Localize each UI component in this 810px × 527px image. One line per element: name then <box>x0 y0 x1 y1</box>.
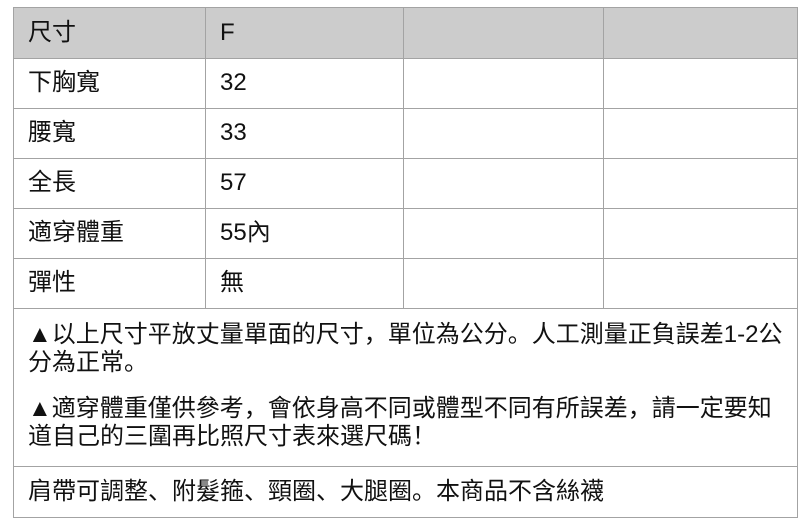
measurement-value: 33 <box>205 108 404 159</box>
header-cell-empty-2 <box>603 7 798 59</box>
measurement-label: 下胸寬 <box>13 58 206 109</box>
table-row-waist: 腰寬 33 <box>13 108 798 159</box>
empty-cell <box>403 58 604 109</box>
measurement-label: 彈性 <box>13 258 206 309</box>
empty-cell <box>403 158 604 209</box>
empty-cell <box>403 208 604 259</box>
notes-cell: ▲以上尺寸平放丈量單面的尺寸，單位為公分。人工測量正負誤差1-2公分為正常。 ▲… <box>13 308 798 467</box>
empty-cell <box>403 258 604 309</box>
table-row-underbust: 下胸寬 32 <box>13 58 798 109</box>
footer-note-cell: 肩帶可調整、附髮箍、頸圈、大腿圈。本商品不含絲襪 <box>13 466 798 518</box>
measurement-label: 腰寬 <box>13 108 206 159</box>
empty-cell <box>603 108 798 159</box>
size-chart-header-row: 尺寸 F <box>13 7 798 59</box>
table-row-fit-weight: 適穿體重 55內 <box>13 208 798 259</box>
measurement-value: 57 <box>205 158 404 209</box>
note-weight-reference: ▲適穿體重僅供參考，會依身高不同或體型不同有所誤差，請一定要知道自己的三圍再比照… <box>28 395 772 450</box>
empty-cell <box>603 208 798 259</box>
notes-row: ▲以上尺寸平放丈量單面的尺寸，單位為公分。人工測量正負誤差1-2公分為正常。 ▲… <box>13 308 798 467</box>
empty-cell <box>603 258 798 309</box>
size-chart-section: 尺寸 F 下胸寬 32 腰寬 33 全長 57 <box>13 7 798 518</box>
measurement-value: 55內 <box>205 208 404 259</box>
empty-cell <box>603 158 798 209</box>
header-cell-size-f: F <box>205 7 404 59</box>
footer-note-row: 肩帶可調整、附髮箍、頸圈、大腿圈。本商品不含絲襪 <box>13 466 798 518</box>
note-measurement-tolerance: ▲以上尺寸平放丈量單面的尺寸，單位為公分。人工測量正負誤差1-2公分為正常。 <box>28 321 783 376</box>
measurement-value: 32 <box>205 58 404 109</box>
table-row-elasticity: 彈性 無 <box>13 258 798 309</box>
size-chart-table: 尺寸 F 下胸寬 32 腰寬 33 全長 57 <box>13 7 798 518</box>
measurement-label: 適穿體重 <box>13 208 206 259</box>
header-cell-empty-1 <box>403 7 604 59</box>
table-row-full-length: 全長 57 <box>13 158 798 209</box>
header-cell-dimension: 尺寸 <box>13 7 206 59</box>
empty-cell <box>603 58 798 109</box>
empty-cell <box>403 108 604 159</box>
measurement-value: 無 <box>205 258 404 309</box>
measurement-label: 全長 <box>13 158 206 209</box>
